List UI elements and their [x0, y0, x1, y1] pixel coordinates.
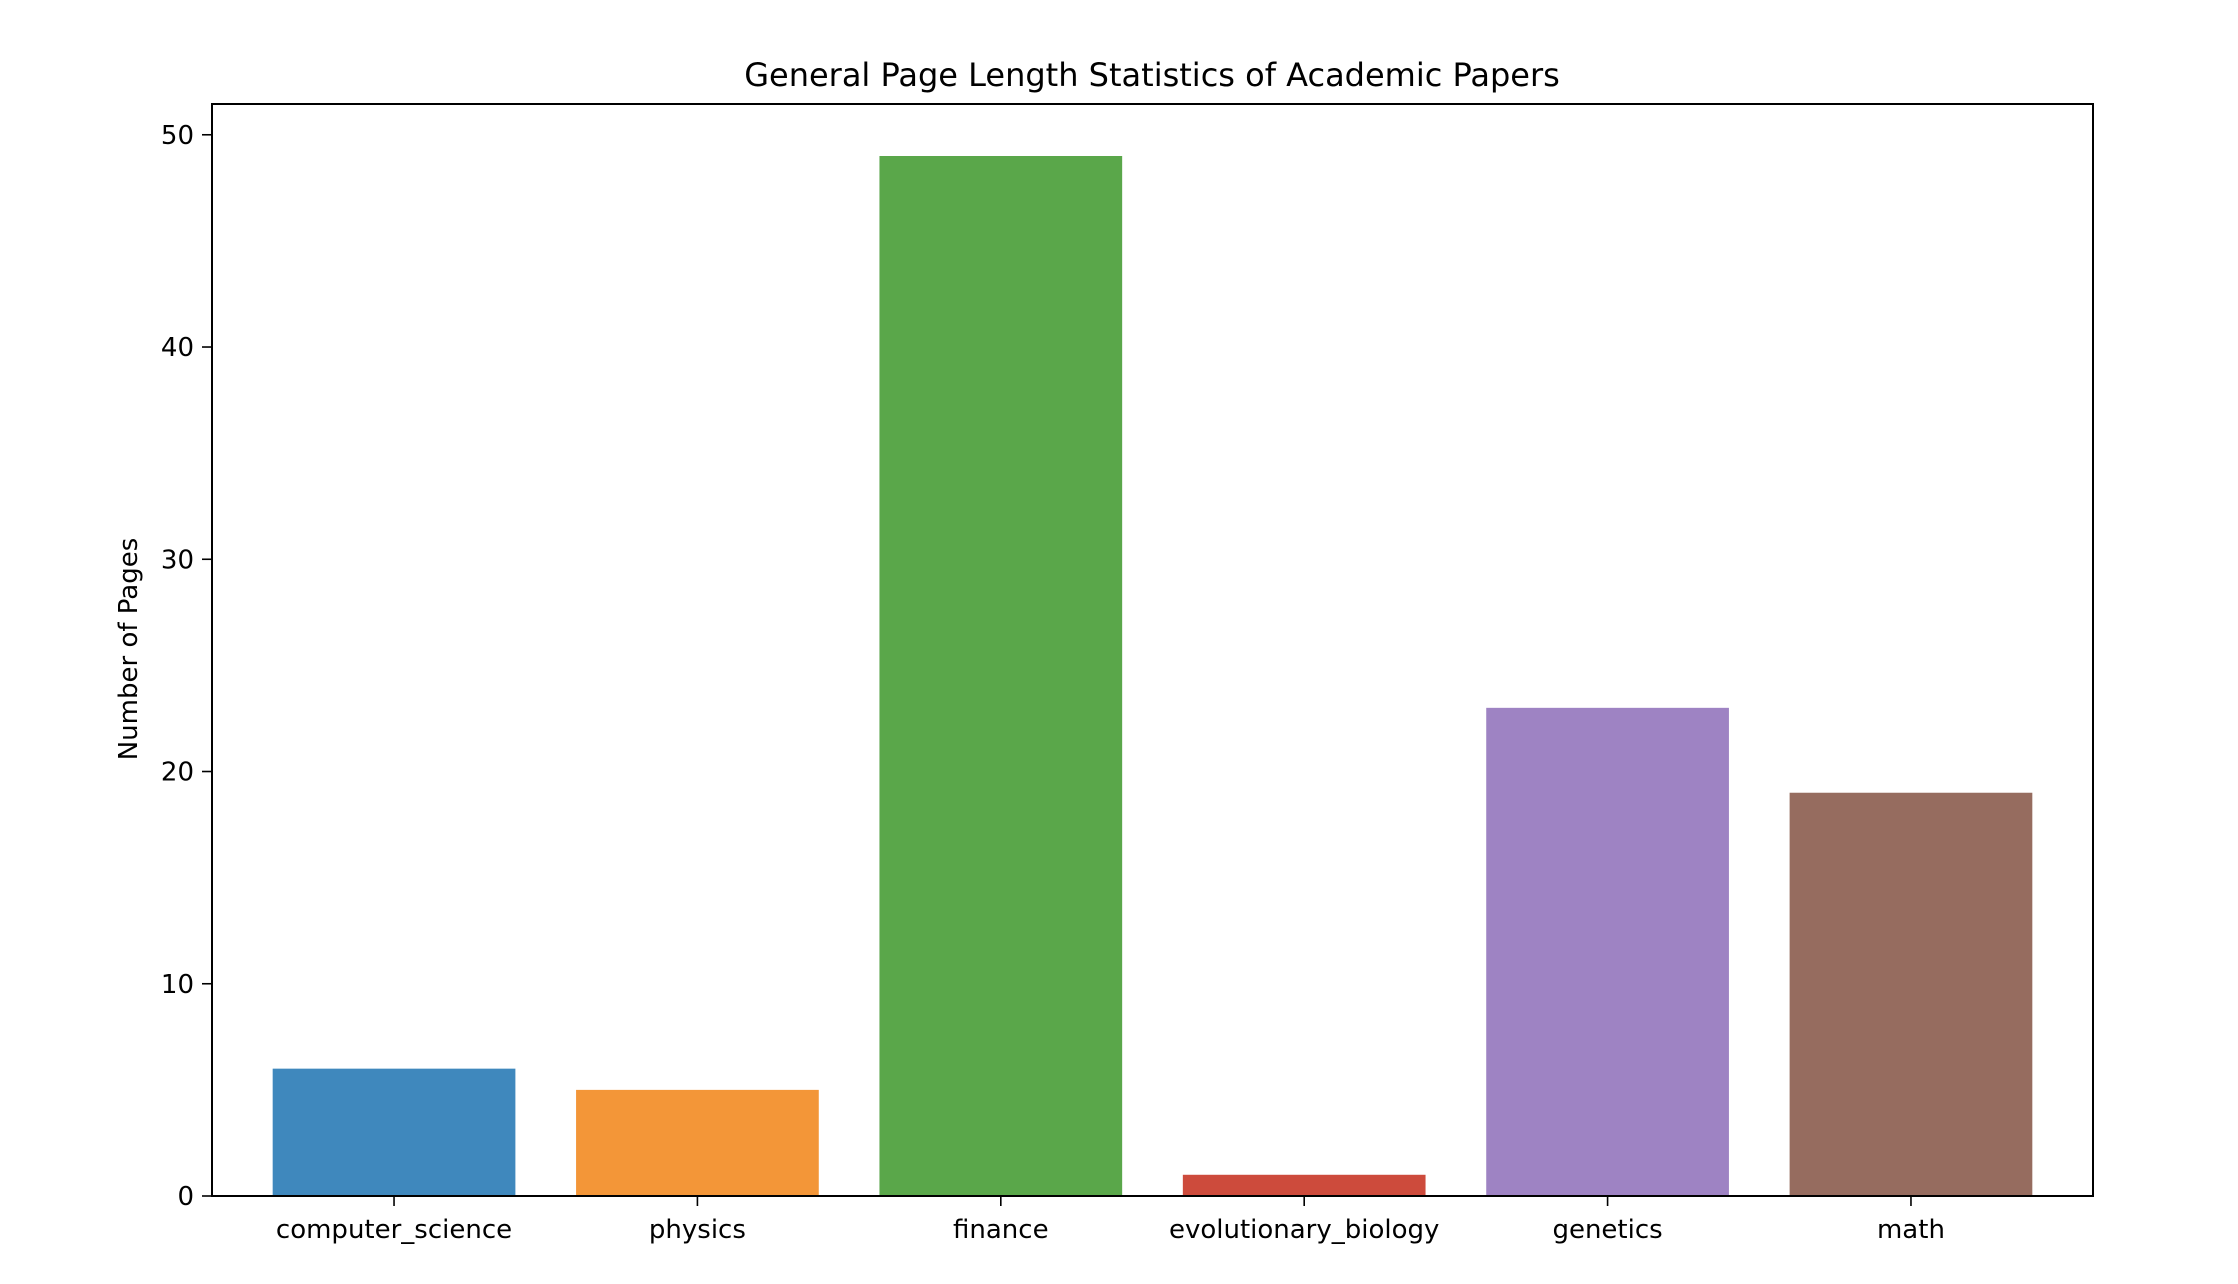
x-tick-label: math: [1877, 1215, 1945, 1245]
bar-math: [1789, 792, 2033, 1196]
y-axis: 0 10 20 30 40 50: [161, 121, 212, 1212]
bar-evolutionary-biology: [1182, 1174, 1426, 1196]
y-axis-label: Number of Pages: [114, 538, 144, 761]
y-tick-label: 40: [161, 333, 194, 363]
bar-computer-science: [272, 1068, 516, 1196]
x-axis: computer_science physics finance evolutiona…: [276, 1196, 1945, 1245]
bar-genetics: [1486, 707, 1729, 1196]
x-tick-label: physics: [649, 1215, 746, 1245]
x-tick-label: computer_science: [276, 1215, 512, 1245]
chart-title: General Page Length Statistics of Academ…: [744, 56, 1560, 94]
y-tick-label: 10: [161, 970, 194, 1000]
plot-frame: [211, 103, 2094, 1197]
y-tick-label: 50: [161, 121, 194, 151]
y-tick-label: 30: [161, 545, 194, 575]
y-tick-label: 0: [177, 1182, 194, 1212]
bar-finance: [879, 156, 1123, 1196]
x-tick-label: genetics: [1552, 1215, 1662, 1245]
x-tick-label: finance: [953, 1215, 1049, 1245]
bar-physics: [576, 1089, 819, 1196]
y-tick-label: 20: [161, 758, 194, 788]
x-tick-label: evolutionary_biology: [1169, 1215, 1439, 1245]
bars-layer: [272, 156, 2033, 1196]
